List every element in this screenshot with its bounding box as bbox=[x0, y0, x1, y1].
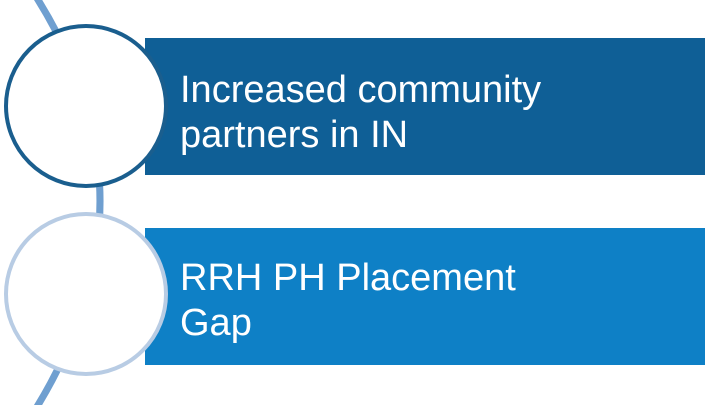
item-text: RRH PH Placement bbox=[180, 257, 516, 299]
item-bar bbox=[145, 38, 705, 175]
item-circle bbox=[4, 24, 168, 188]
item-text: Gap bbox=[180, 302, 252, 344]
item-bar bbox=[145, 228, 705, 365]
item-text: partners in IN bbox=[180, 114, 408, 156]
item-text: Increased community bbox=[180, 69, 541, 111]
item-circle bbox=[4, 212, 168, 376]
